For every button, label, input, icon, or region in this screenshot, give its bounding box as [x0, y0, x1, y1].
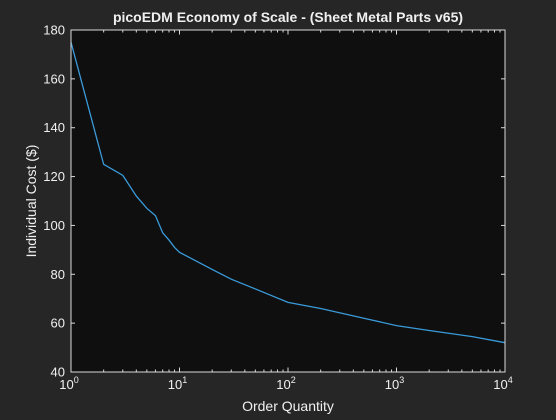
y-tick-label: 60	[51, 316, 65, 331]
y-tick-label: 180	[43, 23, 65, 38]
y-tick-label: 80	[51, 267, 65, 282]
y-tick-label: 160	[43, 71, 65, 86]
x-tick-label: 104	[493, 375, 512, 392]
y-tick-label: 120	[43, 169, 65, 184]
axes-background	[71, 30, 505, 372]
series-line-0	[70, 42, 506, 344]
x-tick-label: 101	[168, 375, 187, 392]
x-axis-label: Order Quantity	[242, 398, 334, 414]
x-tick-label: 103	[385, 375, 404, 392]
x-axis-ticks: 100 101 102 103 104	[59, 30, 513, 392]
series-layer	[70, 42, 506, 344]
y-tick-label: 40	[51, 365, 65, 380]
y-axis-ticks: 40 60 80 100 120 140 160 180	[43, 23, 505, 380]
x-tick-label: 100	[59, 375, 78, 392]
chart-title: picoEDM Economy of Scale - (Sheet Metal …	[113, 9, 463, 25]
y-tick-label: 140	[43, 120, 65, 135]
y-tick-label: 100	[43, 218, 65, 233]
x-tick-label: 102	[276, 375, 295, 392]
y-axis-label: Individual Cost ($)	[23, 145, 39, 258]
